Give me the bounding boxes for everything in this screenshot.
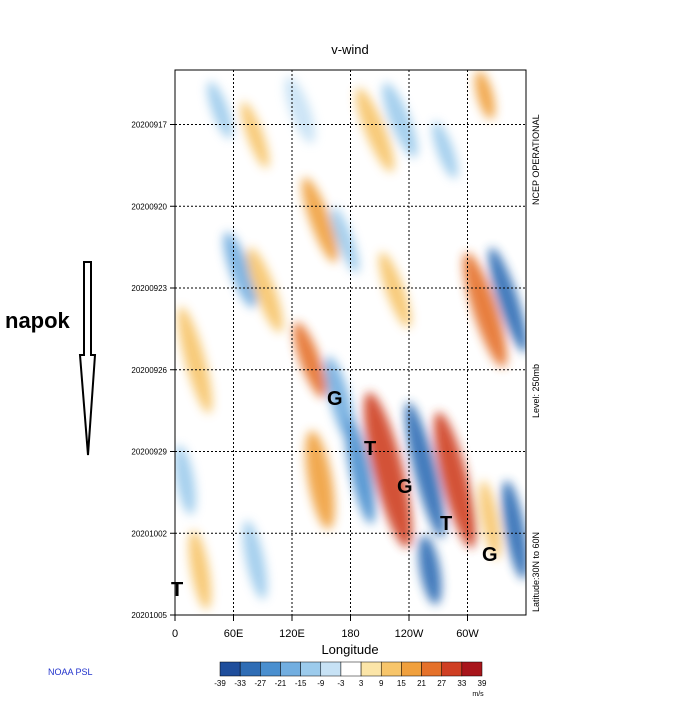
annotations: G T G T G T xyxy=(171,388,498,601)
arrow xyxy=(78,261,97,456)
colorbar-box xyxy=(219,661,241,677)
side-label: Level: 250mb xyxy=(531,364,541,418)
field-patch xyxy=(479,480,501,560)
field xyxy=(175,70,526,610)
colorbar-box xyxy=(340,661,362,677)
y-tick-label: 20200920 xyxy=(131,202,167,211)
colorbar-box xyxy=(380,661,402,677)
colorbar-box xyxy=(441,661,463,677)
colorbar-box xyxy=(300,661,322,677)
field-patch xyxy=(363,392,413,548)
field-patch xyxy=(463,252,507,368)
colorbar-unit: m/s xyxy=(472,691,484,698)
colorbar-box xyxy=(239,661,261,677)
y-tick-label: 20200917 xyxy=(131,121,167,130)
field-patch xyxy=(177,306,213,414)
field-patch xyxy=(175,445,196,515)
annotation: T xyxy=(440,513,452,535)
field-patch xyxy=(330,206,360,274)
colorbar-tick-label: -15 xyxy=(295,679,307,688)
field-patch xyxy=(301,177,339,263)
x-axis-label: Longitude xyxy=(321,642,378,657)
annotation: G xyxy=(397,476,413,498)
field-patch xyxy=(418,535,442,605)
y-tick-label: 20200929 xyxy=(131,448,167,457)
x-tick-label: 0 xyxy=(172,628,178,640)
y-tick-label: 20201002 xyxy=(131,529,167,538)
colorbar-box xyxy=(401,661,422,677)
colorbar-box xyxy=(360,661,382,677)
x-tick-label: 120E xyxy=(279,628,305,640)
field-patch xyxy=(433,412,477,548)
field-patch xyxy=(432,121,458,179)
annotation: G xyxy=(327,388,343,410)
field-patch xyxy=(378,252,412,328)
field-patch xyxy=(404,402,446,538)
colorbar-box xyxy=(421,661,442,677)
annotation: G xyxy=(482,544,498,566)
colorbar-tick-label: -33 xyxy=(234,679,246,688)
y-tick-label: 20201005 xyxy=(131,611,167,620)
colorbar-box xyxy=(280,661,301,677)
field-patch xyxy=(284,76,316,144)
chart-title: v-wind xyxy=(331,42,369,57)
colorbar-tick-label: 21 xyxy=(417,679,426,688)
colorbar-tick-label: -27 xyxy=(255,679,267,688)
colorbar-tick-label: -3 xyxy=(337,679,345,688)
colorbar-tick-label: 33 xyxy=(457,679,466,688)
colorbar-tick-label: 3 xyxy=(359,679,364,688)
field-patch xyxy=(207,81,233,139)
y-tick-label: 20200923 xyxy=(131,284,167,293)
x-tick-label: 120W xyxy=(395,628,424,640)
credit: NOAA PSL xyxy=(48,667,93,677)
field-patch xyxy=(240,101,270,169)
field-patch xyxy=(188,530,212,610)
colorbar-tick-label: -21 xyxy=(275,679,287,688)
field-patch xyxy=(242,520,268,600)
field-patch xyxy=(501,480,526,580)
field-patch xyxy=(223,232,257,308)
colorbar-box xyxy=(461,661,483,677)
colorbar-tick-label: 39 xyxy=(478,679,487,688)
colorbar-tick-label: 27 xyxy=(437,679,446,688)
y-tick-label: 20200926 xyxy=(131,366,167,375)
field-patch xyxy=(305,430,335,530)
field-patch xyxy=(355,88,395,172)
field-patch xyxy=(488,247,526,353)
colorbar-tick-label: 15 xyxy=(397,679,406,688)
side-label: NCEP OPERATIONAL xyxy=(531,114,541,205)
colorbar-tick-label: 9 xyxy=(379,679,384,688)
colorbar-box xyxy=(320,661,342,677)
colorbar-box xyxy=(260,661,281,677)
field-patch xyxy=(344,416,376,524)
arrow-label: napok xyxy=(5,308,71,333)
side-label: Latitude:30N to 60N xyxy=(531,532,541,612)
field-patch xyxy=(293,322,327,398)
colorbar-tick-label: -39 xyxy=(214,679,226,688)
x-tick-label: 60E xyxy=(224,628,244,640)
annotation: T xyxy=(364,438,376,460)
field-patch xyxy=(474,70,496,120)
x-tick-label: 60W xyxy=(456,628,479,640)
annotation: T xyxy=(171,579,183,601)
x-tick-label: 180 xyxy=(341,628,359,640)
colorbar-tick-label: -9 xyxy=(317,679,325,688)
field-patch xyxy=(246,247,284,333)
